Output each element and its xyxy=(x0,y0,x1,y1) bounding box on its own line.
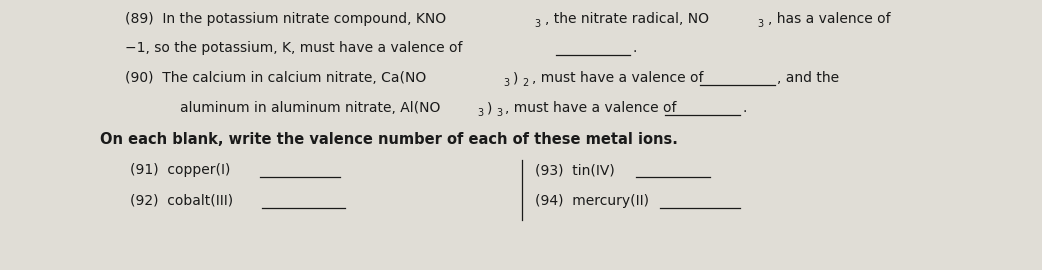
Text: , the nitrate radical, NO: , the nitrate radical, NO xyxy=(545,12,709,26)
Text: 3: 3 xyxy=(503,78,510,88)
Text: .: . xyxy=(742,101,746,115)
Text: (90)  The calcium in calcium nitrate, Ca(NO: (90) The calcium in calcium nitrate, Ca(… xyxy=(125,71,426,85)
Text: , has a valence of: , has a valence of xyxy=(768,12,891,26)
Text: , and the: , and the xyxy=(777,71,839,85)
Text: −1, so the potassium, K, must have a valence of: −1, so the potassium, K, must have a val… xyxy=(125,41,463,55)
Text: 2: 2 xyxy=(522,78,528,88)
Text: (93)  tin(IV): (93) tin(IV) xyxy=(535,163,615,177)
Text: aluminum in aluminum nitrate, Al(NO: aluminum in aluminum nitrate, Al(NO xyxy=(180,101,441,115)
Text: (89)  In the potassium nitrate compound, KNO: (89) In the potassium nitrate compound, … xyxy=(125,12,446,26)
Text: 3: 3 xyxy=(496,108,502,118)
Text: .: . xyxy=(632,41,637,55)
Text: ): ) xyxy=(487,101,493,115)
Text: , must have a valence of: , must have a valence of xyxy=(505,101,676,115)
Text: , must have a valence of: , must have a valence of xyxy=(532,71,703,85)
Text: (94)  mercury(II): (94) mercury(II) xyxy=(535,194,649,208)
Text: On each blank, write the valence number of each of these metal ions.: On each blank, write the valence number … xyxy=(100,132,678,147)
Text: 3: 3 xyxy=(756,19,763,29)
Text: ): ) xyxy=(513,71,518,85)
Text: 3: 3 xyxy=(534,19,540,29)
Text: (91)  copper(I): (91) copper(I) xyxy=(130,163,230,177)
Text: 3: 3 xyxy=(477,108,483,118)
Text: (92)  cobalt(III): (92) cobalt(III) xyxy=(130,194,233,208)
